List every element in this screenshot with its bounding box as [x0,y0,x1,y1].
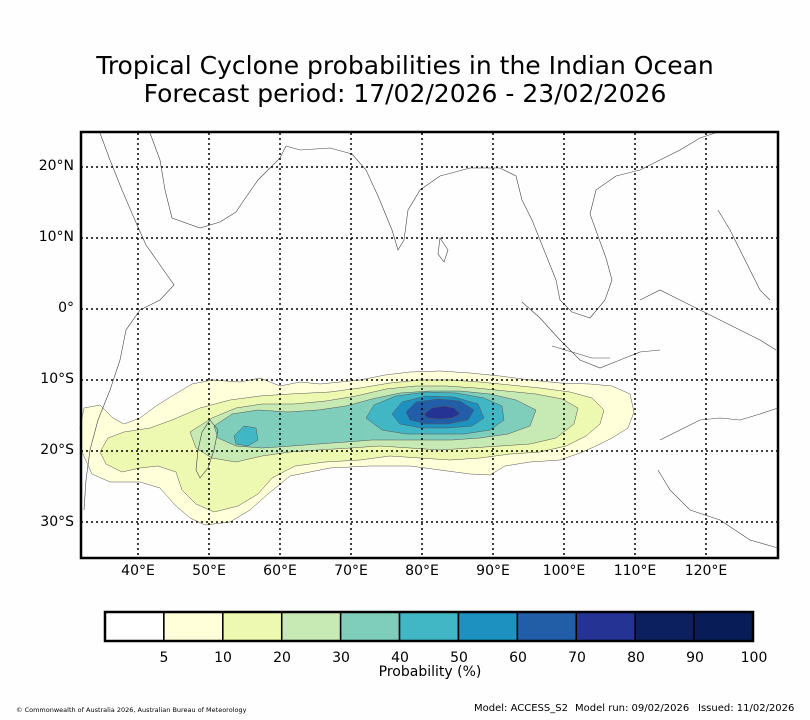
lon-label-90e: 90°E [476,563,510,579]
model-name: Model: ACCESS_S2 [474,703,568,714]
lon-label-50e: 50°E [192,563,226,579]
lat-label-20n: 20°N [38,158,74,174]
probability-contours [79,370,635,526]
colorbar-tick-100: 100 [740,650,768,666]
colorbar-tick-70: 70 [568,650,586,666]
colorbar-swatch [339,611,401,642]
colorbar-swatch [457,611,519,642]
lon-label-40e: 40°E [121,563,155,579]
colorbar-tick-40: 40 [391,650,409,666]
colorbar-tick-60: 60 [509,650,527,666]
colorbar-tick-80: 80 [627,650,645,666]
lat-label-0: 0° [58,300,74,316]
colorbar-tick-20: 20 [273,650,291,666]
colorbar-label: Probability (%) [378,664,482,680]
colorbar-swatch [634,611,695,642]
lat-label-20s: 20°S [40,442,74,458]
map-title: Tropical Cyclone probabilities in the In… [96,51,714,80]
lon-label-60e: 60°E [263,563,297,579]
colorbar-swatch [104,611,165,642]
colorbar-swatch [222,611,283,642]
lat-label-10s: 10°S [40,371,74,387]
colorbar-swatch [693,611,754,642]
colorbar-swatch [575,611,636,642]
lat-label-10n: 10°N [38,229,74,245]
colorbar [104,611,754,642]
coastlines [83,132,779,549]
contour-70 [423,405,461,420]
colorbar-tick-10: 10 [214,650,232,666]
gridlines [81,133,778,558]
colorbar-tick-90: 90 [686,650,704,666]
lon-label-100e: 100°E [542,563,586,579]
lon-label-110e: 110°E [613,563,657,579]
colorbar-swatch [163,611,224,642]
model-run-date: Model run: 09/02/2026 [575,703,690,714]
issued-date: Issued: 11/02/2026 [698,703,795,714]
colorbar-frame [103,610,755,643]
colorbar-swatch [398,611,460,642]
colorbar-swatch [280,611,342,642]
colorbar-tick-30: 30 [332,650,350,666]
copyright-notice: © Commonwealth of Australia 2026, Austra… [16,706,247,714]
forecast-period: Forecast period: 17/02/2026 - 23/02/2026 [143,79,667,108]
contour-40b [233,425,259,447]
colorbar-swatch [516,611,578,642]
lon-label-70e: 70°E [334,563,368,579]
lat-label-30s: 30°S [40,514,74,530]
colorbar-tick-50: 50 [450,650,468,666]
colorbar-tick-5: 5 [159,650,169,666]
lon-label-120e: 120°E [684,563,728,579]
lon-label-80e: 80°E [405,563,439,579]
map-frame [79,130,780,560]
